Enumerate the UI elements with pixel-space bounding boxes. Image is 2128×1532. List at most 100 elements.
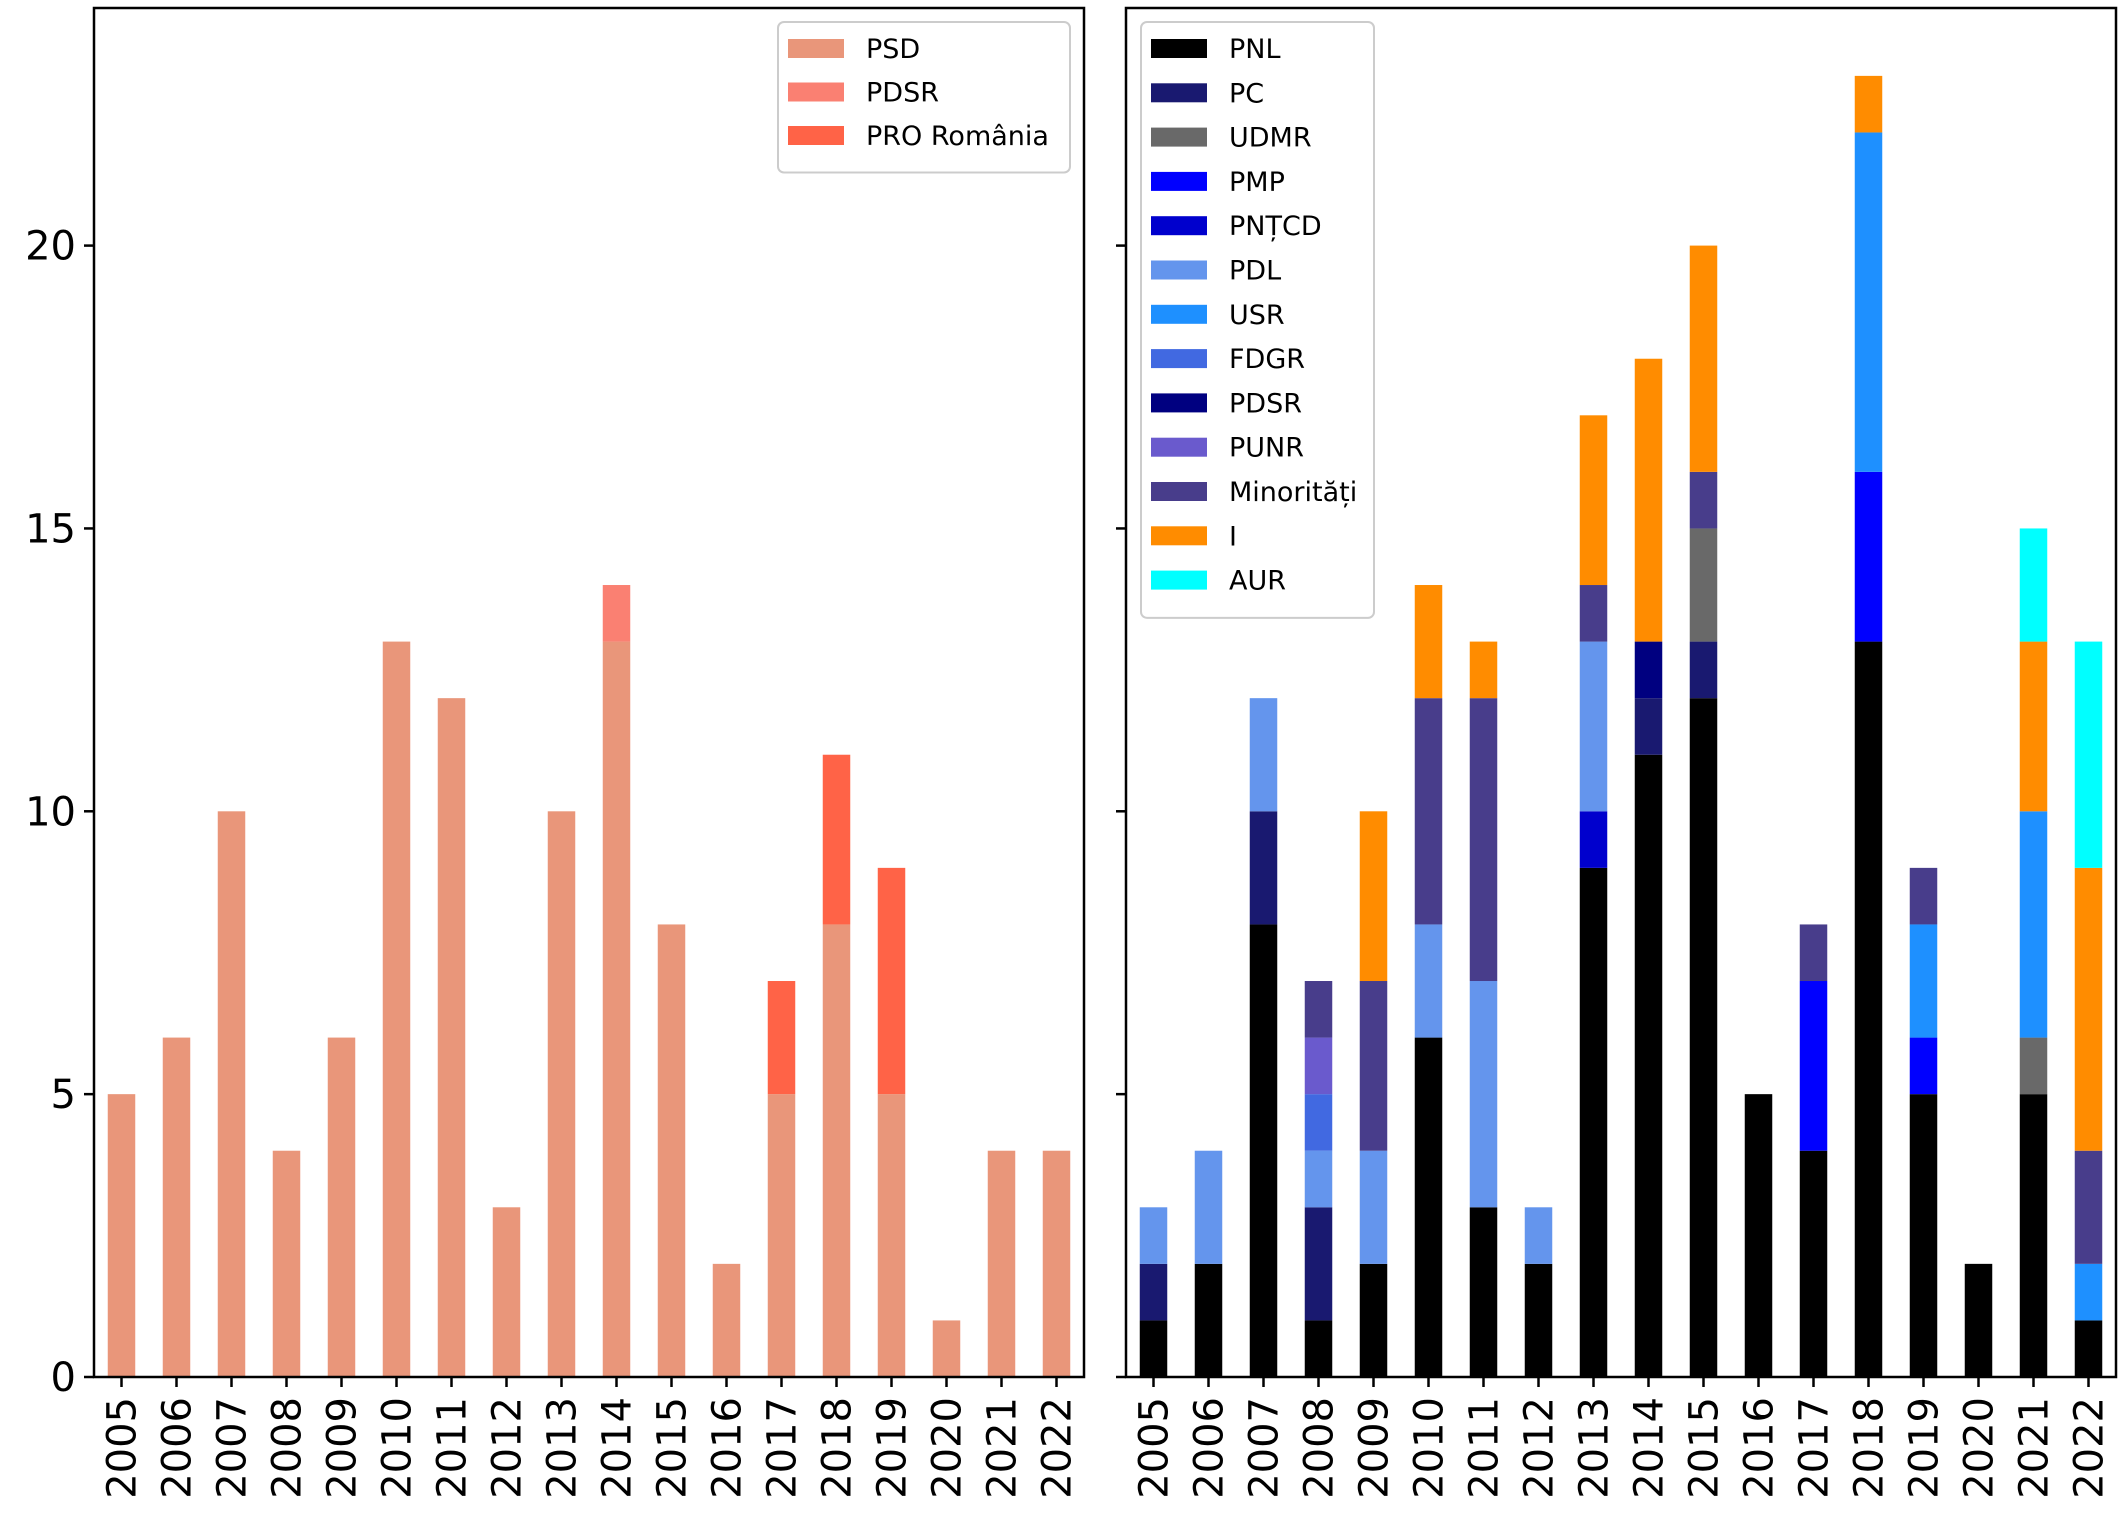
legend-label: I [1229,521,1237,552]
bar-pnl-2009 [1359,1263,1388,1377]
bar-pdl-2011 [1469,981,1498,1208]
x-tick-label: 2009 [1352,1397,1398,1499]
bar-pdl-2005 [1139,1207,1168,1264]
legend-box [1140,21,1375,619]
legend-swatch [1151,482,1207,501]
bar-psd-2016 [712,1263,741,1377]
x-tick-label: 2020 [1957,1397,2003,1499]
legend-swatch [788,39,844,58]
legend-swatch [1151,393,1207,413]
bar-pdl-2009 [1359,1150,1388,1264]
bar-i-2011 [1469,641,1498,699]
bar-pnl-2016 [1744,1094,1773,1377]
legend-label: FDGR [1229,344,1305,375]
bar-pdl-2008 [1304,1150,1333,1208]
x-tick-label: 2005 [1132,1397,1178,1499]
bar-pdl-2006 [1194,1150,1223,1264]
bar-pnl-2020 [1964,1263,1993,1377]
bar-pnl-2005 [1139,1320,1168,1377]
bar-minorit-i-2013 [1579,585,1608,642]
x-tick-label: 2016 [705,1397,751,1499]
bar-pro-rom-nia-2019 [877,867,906,1095]
legend-swatch [1151,304,1207,324]
bar-pnl-2022 [2074,1320,2103,1377]
x-tick-label: 2008 [265,1397,311,1499]
bar-i-2021 [2019,641,2048,812]
bar-pn-cd-2013 [1579,811,1608,868]
bar-minorit-i-2010 [1414,698,1443,925]
x-tick-label: 2019 [870,1397,916,1499]
bar-psd-2007 [217,811,246,1377]
x-tick-label: 2020 [925,1397,971,1499]
bar-psd-2019 [877,1094,906,1377]
bars [107,585,1071,1377]
plot-frame [1124,6,2118,1379]
bar-minorit-i-2019 [1909,867,1938,925]
bar-pro-rom-nia-2018 [822,754,851,925]
x-tick-label: 2005 [100,1397,146,1499]
bar-pc-2015 [1689,641,1718,699]
x-tick-label: 2014 [595,1397,641,1499]
bar-pdl-2007 [1249,698,1278,812]
bar-psd-2022 [1042,1150,1071,1377]
bar-usr-2019 [1909,924,1938,1038]
legend-swatch [1151,83,1207,103]
bar-psd-2008 [272,1150,301,1377]
legend-swatch [788,126,844,145]
bar-psd-2013 [547,811,576,1377]
bar-pnl-2010 [1414,1037,1443,1377]
x-tick-label: 2022 [2067,1397,2113,1499]
x-tick-label: 2010 [375,1397,421,1499]
legend-label: Minorități [1229,477,1357,508]
bar-minorit-i-2015 [1689,471,1718,529]
bar-pdsr-2014 [1634,641,1663,699]
bar-pnl-2018 [1854,641,1883,1377]
bar-punr-2008 [1304,1037,1333,1095]
bar-pro-rom-nia-2017 [767,981,796,1095]
x-tick-label: 2013 [1572,1397,1618,1499]
x-tick-label: 2009 [320,1397,366,1499]
x-tick-label: 2011 [430,1397,476,1499]
x-tick-label: 2012 [1517,1397,1563,1499]
legend-swatch [1151,526,1207,546]
bar-psd-2006 [162,1037,191,1377]
y-tick-label: 10 [25,789,76,835]
x-tick-label: 2010 [1407,1397,1453,1499]
bar-fdgr-2008 [1304,1094,1333,1151]
bar-pnl-2015 [1689,698,1718,1377]
x-tick-label: 2006 [155,1397,201,1499]
legend-box [777,21,1071,174]
bar-pdl-2010 [1414,924,1443,1038]
bar-i-2015 [1689,245,1718,472]
x-tick-label: 2015 [650,1397,696,1499]
bar-psd-2005 [107,1094,136,1377]
x-tick-label: 2006 [1187,1397,1233,1499]
bar-psd-2015 [657,924,686,1377]
bar-pnl-2012 [1524,1263,1553,1377]
bar-aur-2021 [2019,528,2048,642]
legend: PSD PDSR PRO România [777,21,1071,174]
y-tick-label: 5 [51,1072,76,1118]
legend-label: PRO România [866,121,1049,152]
bar-pc-2008 [1304,1207,1333,1321]
x-tick-label: 2013 [540,1397,586,1499]
x-tick-label: 2018 [815,1397,861,1499]
bar-pnl-2017 [1799,1150,1828,1377]
bar-pc-2005 [1139,1263,1168,1321]
legend-label: PDSR [866,78,939,109]
bar-psd-2018 [822,924,851,1377]
y-tick-label: 20 [25,224,76,270]
x-tick-label: 2007 [210,1397,256,1499]
bar-psd-2021 [987,1150,1016,1377]
legend-swatch [1151,171,1207,191]
x-tick-label: 2016 [1737,1397,1783,1499]
x-tick-label: 2011 [1462,1397,1508,1499]
x-tick-label: 2019 [1902,1397,1948,1499]
bar-pnl-2011 [1469,1207,1498,1377]
bar-udmr-2021 [2019,1037,2048,1095]
legend-label: AUR [1229,566,1286,597]
legend-label: PDSR [1229,388,1302,419]
legend-label: PMP [1229,167,1285,198]
bar-pc-2007 [1249,811,1278,925]
legend-label: PDL [1229,256,1281,287]
